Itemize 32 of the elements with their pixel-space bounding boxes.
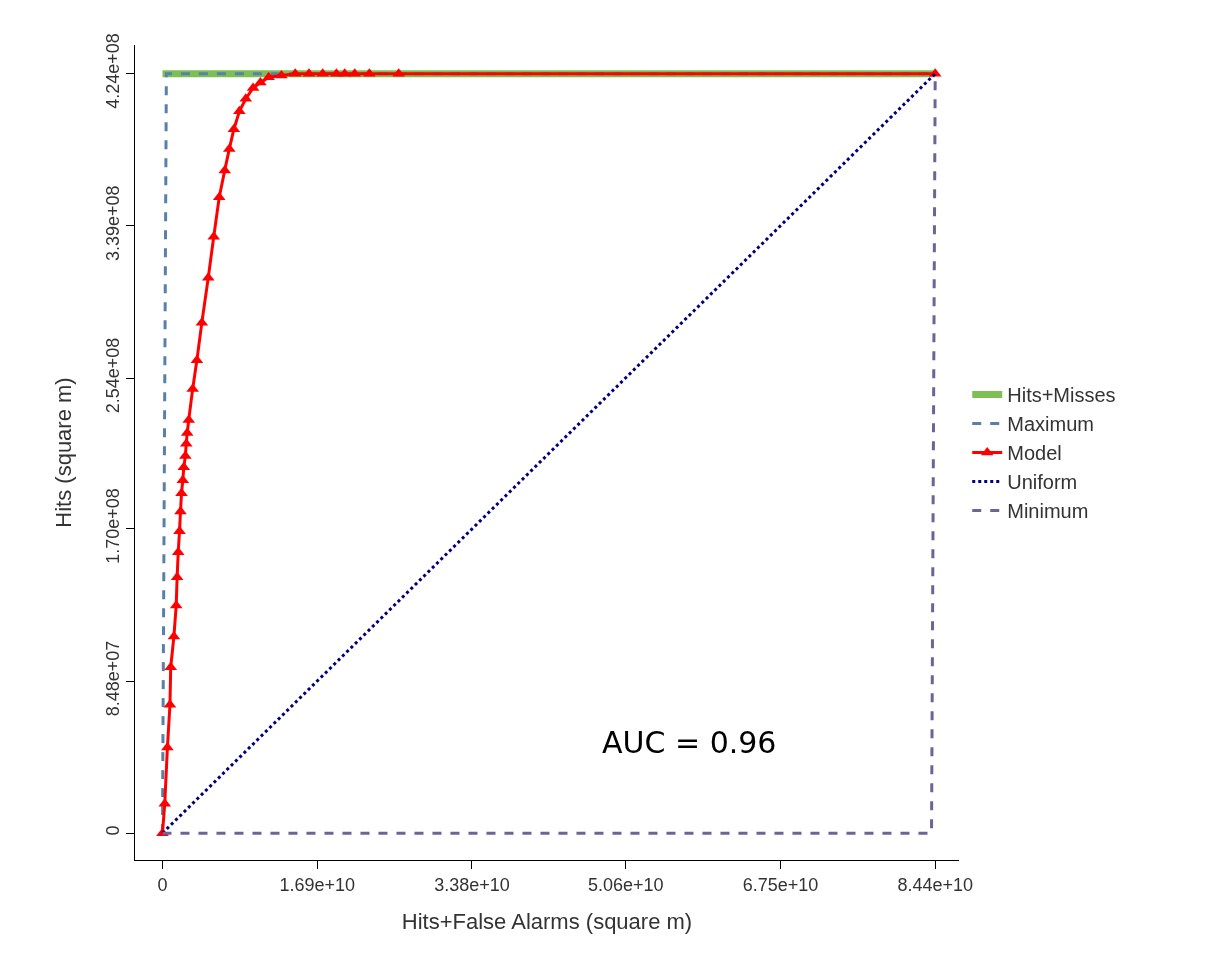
y-tick-label: 1.70e+08	[102, 488, 123, 564]
point	[175, 487, 188, 497]
point	[169, 599, 183, 609]
point	[164, 661, 178, 671]
x-tick-label: 3.38e+10	[434, 874, 510, 895]
legend-label: Maximum	[1007, 413, 1094, 436]
y-tick-label: 4.24e+08	[102, 33, 123, 109]
point	[170, 571, 184, 581]
point	[218, 164, 232, 174]
y-axis-title: Hits (square m)	[50, 377, 76, 528]
x-tick-label: 8.44e+10	[897, 874, 973, 895]
x-axis-title: Hits+False Alarms (square m)	[401, 909, 693, 935]
y-tick-label: 3.39e+08	[102, 185, 123, 261]
x-tick-label: 1.69e+10	[279, 874, 355, 895]
y-tick-label: 8.48e+07	[102, 640, 123, 717]
point	[275, 69, 288, 79]
x-tick-label: 6.75e+10	[742, 874, 819, 895]
legend-label: Minimum	[1007, 500, 1089, 523]
legend-label: Uniform	[1007, 471, 1078, 494]
y-tick-label: 0	[102, 825, 123, 836]
annotation: AUC = 0.96	[602, 725, 777, 760]
point	[176, 474, 190, 484]
y-tick-label: 2.54e+08	[102, 337, 123, 414]
x-tick-label: 5.06e+10	[587, 874, 664, 895]
point	[173, 525, 186, 535]
legend-label: Model	[1007, 442, 1062, 465]
x-tick-label: 0	[157, 874, 168, 895]
point	[171, 546, 185, 556]
legend-label: Hits+Misses	[1007, 384, 1116, 407]
point	[233, 105, 246, 115]
point	[177, 461, 191, 471]
point	[167, 630, 181, 640]
